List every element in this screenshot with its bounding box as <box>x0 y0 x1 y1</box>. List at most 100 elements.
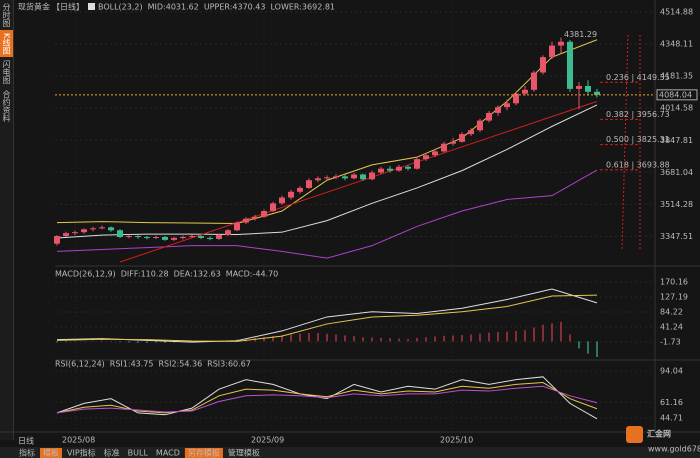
candle-body <box>63 233 69 237</box>
candle-body <box>342 176 348 179</box>
toolbar-item[interactable]: MACD <box>156 449 180 458</box>
toolbar-item[interactable]: 另存模板 <box>188 448 220 458</box>
candle-body <box>594 91 600 95</box>
candle-body <box>414 159 420 169</box>
candle-body <box>486 112 492 121</box>
candle-body <box>234 222 240 231</box>
candle-body <box>99 227 105 229</box>
candle-body <box>279 197 285 204</box>
candle-body <box>387 168 393 171</box>
candle-body <box>360 174 366 180</box>
candle-body <box>405 166 411 169</box>
fib-label: 0.618 | 3693.88 <box>606 160 670 169</box>
y-tick-label: 170.16 <box>660 277 688 286</box>
trendline <box>119 100 598 263</box>
legend-item: RSI1:43.75 <box>110 360 154 369</box>
indicator-line <box>56 294 598 342</box>
legend-item: MID:4031.62 <box>148 3 199 12</box>
logo-icon <box>626 426 643 443</box>
candle-body <box>423 155 429 160</box>
toolbar-item[interactable]: VIP指标 <box>67 448 96 458</box>
candle-body <box>252 216 258 219</box>
sidebar-tab[interactable]: 闪电图 <box>2 60 11 85</box>
y-tick-label: 41.24 <box>660 322 683 331</box>
candle-body <box>297 187 303 192</box>
candle-body <box>117 230 123 237</box>
legend-item: BOLL(23,2) <box>98 3 143 12</box>
candle-body <box>549 45 555 58</box>
toolbar-item[interactable]: 标准 <box>104 448 120 458</box>
candle-body <box>126 236 132 238</box>
toolbar-bg <box>0 447 700 458</box>
candle-body <box>369 172 375 180</box>
x-tick-label: 2025/08 <box>62 436 95 445</box>
candle-body <box>81 229 87 233</box>
candle-body <box>207 237 213 239</box>
indicator-line <box>56 382 598 414</box>
y-tick-label: 94.04 <box>660 367 683 376</box>
logo-name: 汇金网 <box>647 429 671 439</box>
sidebar-tab[interactable]: 分时图 <box>2 3 11 27</box>
indicator-line <box>56 104 598 239</box>
y-tick-label: 4181.35 <box>660 72 693 81</box>
peak-label: 4381.29 <box>564 30 597 39</box>
sidebar-tab[interactable]: K线图 <box>0 30 13 58</box>
logo-url: www.gold678.com <box>648 445 700 454</box>
fib-label: 0.500 | 3825.31 <box>606 135 670 144</box>
toolbar-item[interactable]: 模板 <box>43 448 59 458</box>
y-tick-label: 44.71 <box>660 413 683 422</box>
candle-body <box>513 93 519 104</box>
x-tick-label: 2025/10 <box>440 436 473 445</box>
toolbar-active <box>184 448 223 458</box>
candle-body <box>324 177 330 179</box>
candle-body <box>531 72 537 90</box>
candle-body <box>441 143 447 152</box>
toolbar-item[interactable]: 管理模板 <box>228 448 260 458</box>
fib-label: 0.236 | 4149.35 <box>606 73 670 82</box>
sidebar: 分时图 K线图闪电图合约资料 <box>0 0 14 440</box>
indicator-line <box>56 39 598 225</box>
indicator-line <box>56 169 598 259</box>
candle-body <box>396 166 402 171</box>
period-button[interactable]: 日线 <box>18 436 34 446</box>
candle-body <box>315 178 321 181</box>
candle-body <box>108 227 114 231</box>
y-tick-label: 4348.11 <box>660 40 693 49</box>
candle-body <box>450 141 456 144</box>
candle-body <box>144 236 150 238</box>
legend-item: DEA:132.63 <box>174 270 221 279</box>
legend-item: DIFF:110.28 <box>121 270 169 279</box>
candle-body <box>432 151 438 156</box>
candle-body <box>216 235 222 239</box>
y-tick-label: 3847.81 <box>660 136 693 145</box>
candle-body <box>198 236 204 238</box>
indicator-line <box>56 288 598 343</box>
candle-body <box>495 107 501 113</box>
candle-body <box>351 174 357 179</box>
candle-body <box>522 89 528 94</box>
candle-body <box>225 230 231 236</box>
toolbar-item[interactable]: BULL <box>128 449 149 458</box>
legend-item: RSI2:54.36 <box>158 360 202 369</box>
candle-body <box>153 236 159 238</box>
indicator-line <box>56 385 598 414</box>
checkbox <box>88 3 95 10</box>
legend-item: RSI(6,12,24) <box>55 360 105 369</box>
candle-body <box>468 130 474 135</box>
candle-body <box>576 85 582 89</box>
legend-item: RSI3:60.67 <box>207 360 251 369</box>
candle-body <box>459 134 465 142</box>
candle-body <box>585 85 591 92</box>
candle-body <box>171 237 177 240</box>
candle-body <box>540 57 546 73</box>
legend-item: UPPER:4370.43 <box>204 3 266 12</box>
sidebar-tab[interactable]: 合约资料 <box>2 90 11 123</box>
candle-body <box>567 41 573 89</box>
candle-body <box>72 232 78 234</box>
toolbar-item[interactable]: 指标 <box>19 448 35 458</box>
legend-item: LOWER:3692.81 <box>270 3 335 12</box>
candle-body <box>180 236 186 238</box>
x-tick-label: 2025/09 <box>251 436 284 445</box>
y-tick-label: 3347.51 <box>660 232 693 241</box>
